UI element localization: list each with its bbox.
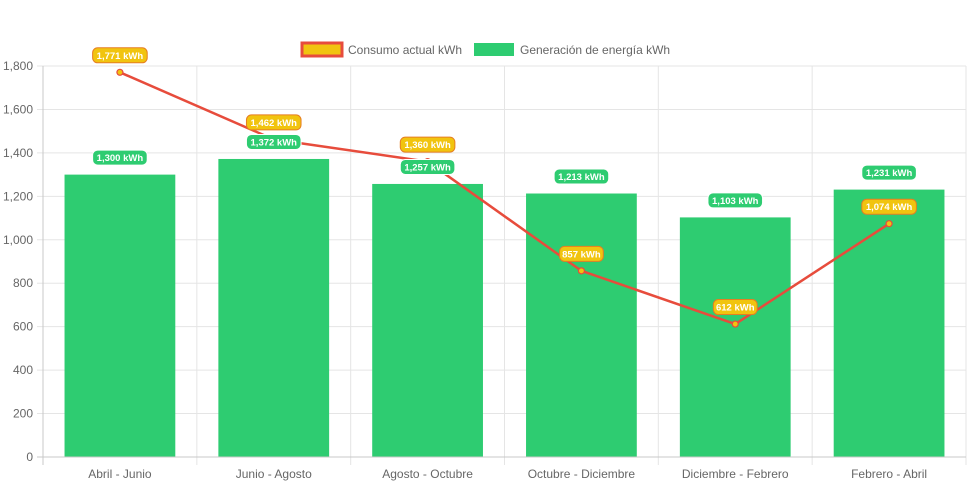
bar-value-label-bg: [399, 158, 456, 175]
legend-label-generacion: Generación de energía kWh: [520, 43, 670, 57]
y-tick-label: 200: [13, 407, 33, 421]
line-value-label-bg: [712, 299, 758, 316]
line-value-label-bg: [399, 136, 456, 153]
line-value-label-text: 1,074 kWh: [866, 202, 913, 213]
bar-value-label-text: 1,257 kWh: [404, 162, 451, 173]
line-point[interactable]: [731, 320, 739, 328]
bar-series-generacion: [64, 158, 945, 458]
x-tick-label: Abril - Junio: [88, 467, 152, 481]
bar[interactable]: [679, 217, 791, 457]
bar-value-label-bg: [861, 164, 917, 181]
bar-value-label-bg: [92, 149, 148, 166]
line-value-label: 857 kWh: [559, 245, 604, 262]
data-labels: 1,300 kWh 1,372 kWh 1,257 kWh 1,213 kWh 1,10…: [92, 47, 917, 316]
bar[interactable]: [526, 193, 637, 457]
bar-value-label-text: 1,213 kWh: [558, 172, 605, 183]
x-tick-label: Diciembre - Febrero: [682, 467, 789, 481]
line-value-label: 1,462 kWh: [245, 114, 302, 131]
line-value-label-text: 612 kWh: [716, 303, 755, 314]
legend-item-consumo[interactable]: Consumo actual kWh: [300, 41, 462, 58]
bar[interactable]: [64, 174, 176, 457]
legend-swatch-consumo: [300, 41, 344, 58]
bar-value-label: 1,372 kWh: [245, 133, 302, 150]
bar-value-label-bg: [553, 168, 610, 185]
bar-value-label: 1,257 kWh: [399, 158, 456, 175]
line-point[interactable]: [116, 68, 124, 76]
bar-value-label: 1,231 kWh: [861, 164, 917, 181]
bar-value-label-text: 1,300 kWh: [97, 153, 144, 164]
bar-value-label: 1,213 kWh: [553, 168, 610, 185]
bar-value-label-text: 1,231 kWh: [866, 168, 913, 179]
y-tick-label: 1,800: [3, 59, 33, 73]
bar-value-label-bg: [245, 133, 302, 150]
bar[interactable]: [833, 189, 945, 458]
bar-value-label: 1,103 kWh: [707, 192, 764, 209]
line-value-label: 612 kWh: [712, 299, 758, 316]
legend: Consumo actual kWh Generación de energía…: [300, 41, 670, 58]
line-value-label-text: 1,360 kWh: [404, 140, 451, 151]
legend-label-consumo: Consumo actual kWh: [348, 43, 462, 57]
line-value-label: 1,360 kWh: [399, 136, 456, 153]
bar[interactable]: [218, 158, 330, 457]
line-value-label-text: 1,462 kWh: [251, 118, 298, 129]
line-value-label-bg: [559, 245, 604, 262]
bar-value-label-text: 1,103 kWh: [712, 196, 759, 207]
x-tick-label: Octubre - Diciembre: [528, 467, 636, 481]
line-point[interactable]: [885, 220, 893, 228]
x-tick-label: Agosto - Octubre: [382, 467, 473, 481]
x-tick-label: Junio - Agosto: [236, 467, 312, 481]
y-tick-label: 1,600: [3, 102, 33, 116]
line-value-label: 1,771 kWh: [92, 47, 148, 64]
line-value-label-bg: [92, 47, 148, 64]
legend-swatch-generacion: [474, 43, 514, 56]
y-tick-label: 800: [13, 276, 33, 290]
line-value-label-text: 1,771 kWh: [97, 51, 144, 62]
bar-value-label: 1,300 kWh: [92, 149, 148, 166]
y-tick-label: 600: [13, 320, 33, 334]
y-tick-label: 1,200: [3, 189, 33, 203]
y-tick-label: 1,000: [3, 233, 33, 247]
line-value-label-bg: [861, 198, 917, 215]
line-value-label: 1,074 kWh: [861, 198, 917, 215]
y-tick-label: 0: [26, 450, 33, 464]
x-tick-label: Febrero - Abril: [851, 467, 927, 481]
bar-value-label-text: 1,372 kWh: [251, 137, 298, 148]
line-value-label-bg: [245, 114, 302, 131]
legend-item-generacion[interactable]: Generación de energía kWh: [474, 43, 670, 57]
bar[interactable]: [372, 183, 483, 457]
line-point[interactable]: [577, 267, 586, 275]
y-tick-label: 1,400: [3, 146, 33, 160]
bar-value-label-bg: [707, 192, 764, 209]
y-tick-label: 400: [13, 363, 33, 377]
axes: 0 200 400 600 800 1,000 1,200 1,400 1,600 1,800 Ab…: [3, 59, 966, 481]
line-value-label-text: 857 kWh: [562, 249, 601, 260]
